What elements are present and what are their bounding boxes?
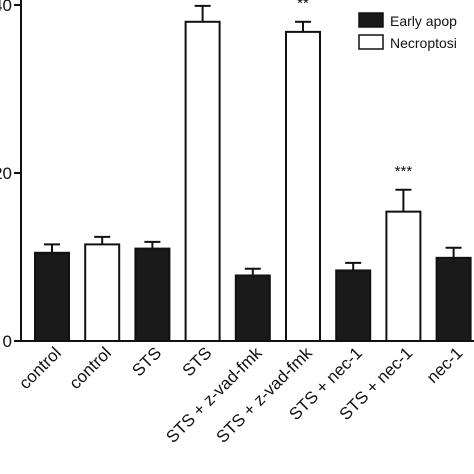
legend-swatch (358, 12, 384, 28)
bar-necroptosi-5 (285, 30, 321, 342)
x-tick-label: nec-1 (423, 343, 467, 387)
x-tick-label: STS (128, 343, 165, 380)
y-tick-label: 20 (0, 164, 12, 183)
bar-necroptosi-7 (385, 210, 422, 342)
significance-stars: ** (297, 0, 309, 12)
y-ticks: 0 20 40 (0, 0, 21, 351)
bar-necroptosi-1 (84, 243, 121, 342)
x-tick-label: STS (179, 343, 216, 380)
legend: Early apop Necroptosi (358, 12, 457, 51)
bar-early-apop-6 (335, 269, 372, 342)
x-tick-label: control (15, 343, 65, 393)
y-tick-label: 40 (0, 0, 12, 15)
bar-early-apop-8 (435, 256, 472, 342)
x-tick-label: control (66, 343, 116, 393)
y-tick-label: 0 (3, 332, 12, 351)
bar-necroptosi-3 (184, 20, 221, 343)
bars (34, 20, 472, 343)
legend-label: Necroptosi (390, 35, 457, 51)
bar-early-apop-0 (34, 251, 70, 342)
error-bars (44, 4, 462, 276)
significance-annotations: ****** (297, 0, 413, 180)
legend-label: Early apop (390, 13, 457, 29)
significance-stars: *** (395, 163, 413, 180)
bar-early-apop-2 (134, 247, 171, 343)
legend-swatch (358, 34, 384, 50)
bar-early-apop-4 (234, 274, 271, 343)
